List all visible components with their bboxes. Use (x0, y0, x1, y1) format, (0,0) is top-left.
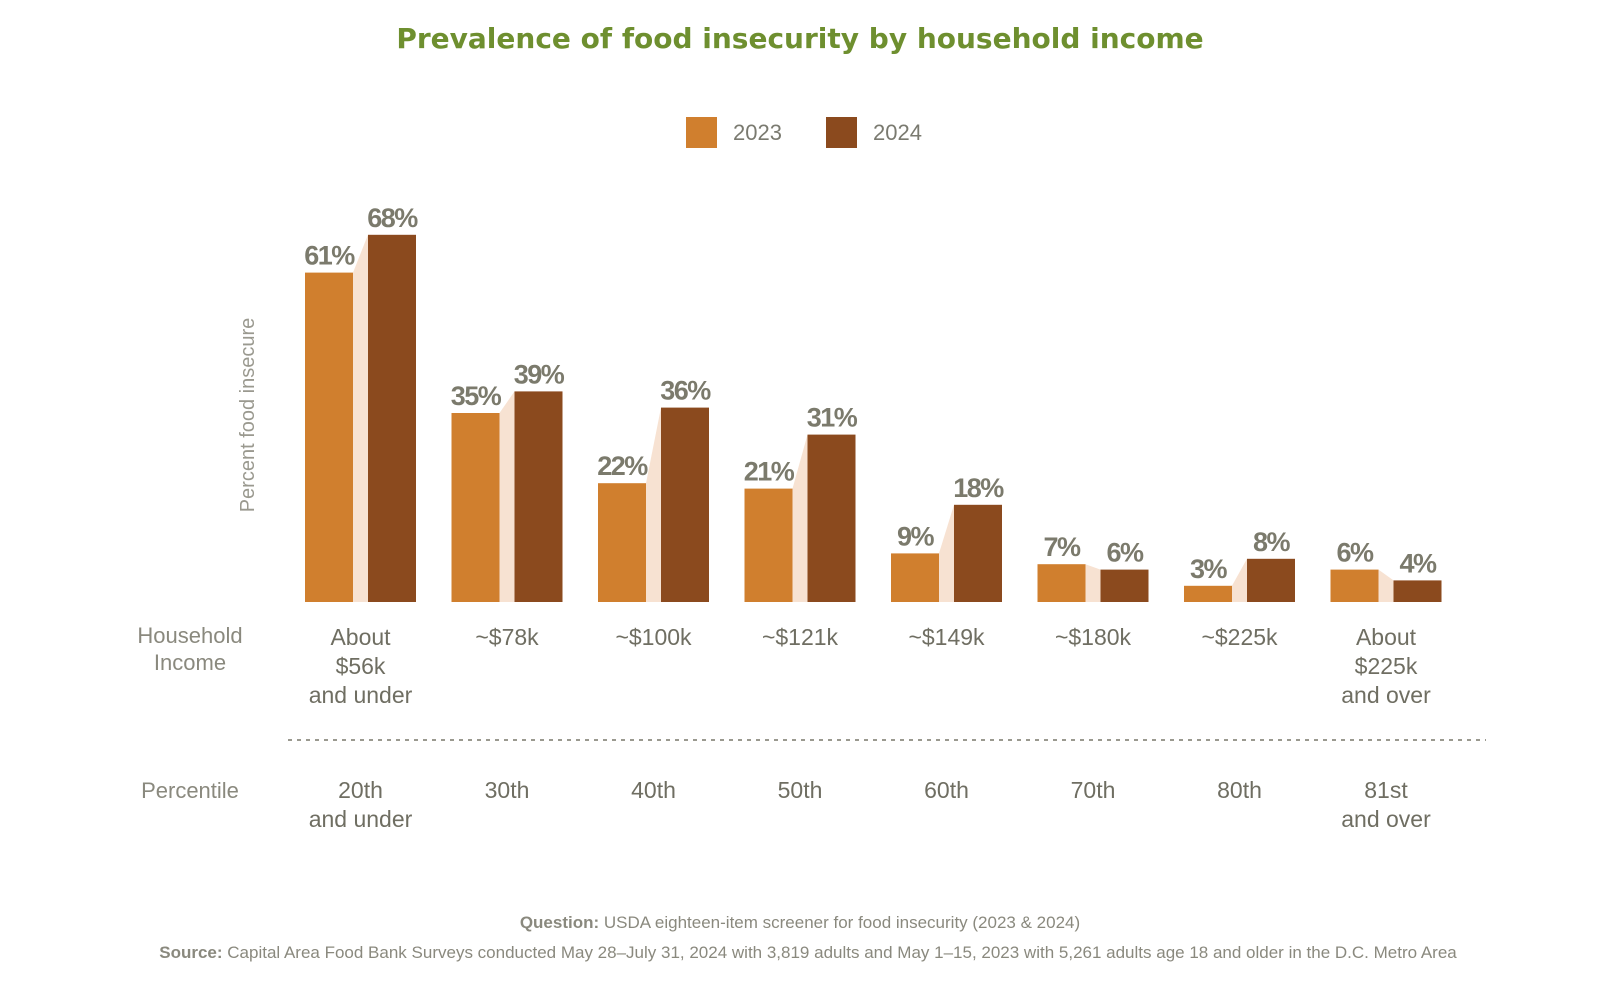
bar-2024 (1247, 558, 1295, 602)
footer-source: Source: Capital Area Food Bank Surveys c… (159, 943, 1457, 962)
value-label-2024: 39% (514, 359, 565, 389)
category-labels: About $56k and under 20th and under ~$78k 30th… (309, 624, 1431, 832)
value-label-2023: 6% (1336, 538, 1374, 568)
legend-label-2024: 2024 (873, 120, 922, 145)
bar-2024 (954, 504, 1002, 602)
connector-band (939, 504, 954, 602)
household-income-row-label: Household Income (137, 623, 242, 675)
value-label-2024: 31% (807, 403, 858, 433)
bars: 61% 68% 35% 39% 22% 36% 21% 31% 9% 18% 7% 6% 3% 8% 6% 4… (304, 203, 1442, 603)
connector-band (792, 434, 808, 602)
bar-2024 (368, 234, 416, 603)
chart-title: Prevalence of food insecurity by househo… (396, 22, 1203, 55)
bar-2023 (1184, 585, 1232, 602)
legend-swatch-2023 (686, 117, 717, 148)
x-tick-label: ~$100k (615, 624, 692, 650)
bar-2023 (305, 272, 353, 602)
bar-2024 (807, 434, 856, 602)
x-tick-label: ~$225k (1201, 624, 1278, 650)
value-label-2024: 4% (1399, 548, 1437, 578)
percentile-label: 80th (1217, 777, 1262, 803)
bar-2024 (1100, 569, 1149, 602)
bar-2024 (661, 407, 709, 602)
percentile-label: 70th (1071, 777, 1116, 803)
value-label-2023: 3% (1190, 554, 1228, 584)
value-label-2023: 61% (304, 241, 355, 271)
value-label-2024: 36% (660, 376, 711, 406)
bar-2024 (514, 391, 563, 602)
x-tick-label: ~$149k (908, 624, 985, 650)
connector-band (646, 407, 661, 602)
legend: 2023 2024 (686, 117, 922, 148)
bar-2023 (598, 483, 646, 602)
value-label-2023: 22% (597, 451, 648, 481)
connector-band (1232, 558, 1247, 602)
value-label-2024: 8% (1253, 527, 1291, 557)
value-label-2023: 7% (1043, 532, 1081, 562)
x-tick-label: ~$78k (475, 624, 539, 650)
percentile-label: 30th (485, 777, 530, 803)
connector-band (353, 234, 368, 603)
bar-2023 (1037, 564, 1086, 602)
bar-2024 (1393, 580, 1442, 602)
connector-band (1378, 569, 1394, 602)
bar-2023 (744, 488, 793, 602)
connector-band (499, 391, 515, 602)
percentile-label: 60th (924, 777, 969, 803)
value-label-2023: 35% (451, 381, 502, 411)
bar-2023 (451, 413, 500, 602)
bar-2023 (891, 553, 939, 602)
legend-swatch-2024 (826, 117, 857, 148)
legend-label-2023: 2023 (733, 120, 782, 145)
bar-2023 (1330, 569, 1379, 602)
value-label-2024: 6% (1106, 538, 1144, 568)
percentile-label: 20th and under (309, 777, 413, 832)
connector-band (1085, 564, 1101, 602)
y-axis-label: Percent food insecure (237, 318, 259, 513)
value-label-2023: 21% (744, 457, 795, 487)
footer-question: Question: USDA eighteen-item screener fo… (520, 913, 1080, 932)
percentile-label: 81st and over (1341, 777, 1431, 832)
percentile-label: 40th (631, 777, 676, 803)
x-tick-label: ~$180k (1055, 624, 1132, 650)
x-tick-label: ~$121k (762, 624, 839, 650)
value-label-2024: 68% (367, 203, 418, 233)
value-label-2024: 18% (953, 473, 1004, 503)
x-tick-label: About $56k and under (309, 624, 413, 708)
percentile-label: 50th (778, 777, 823, 803)
x-tick-label: About $225k and over (1341, 624, 1431, 708)
percentile-row-label: Percentile (141, 778, 239, 803)
value-label-2023: 9% (897, 521, 935, 551)
